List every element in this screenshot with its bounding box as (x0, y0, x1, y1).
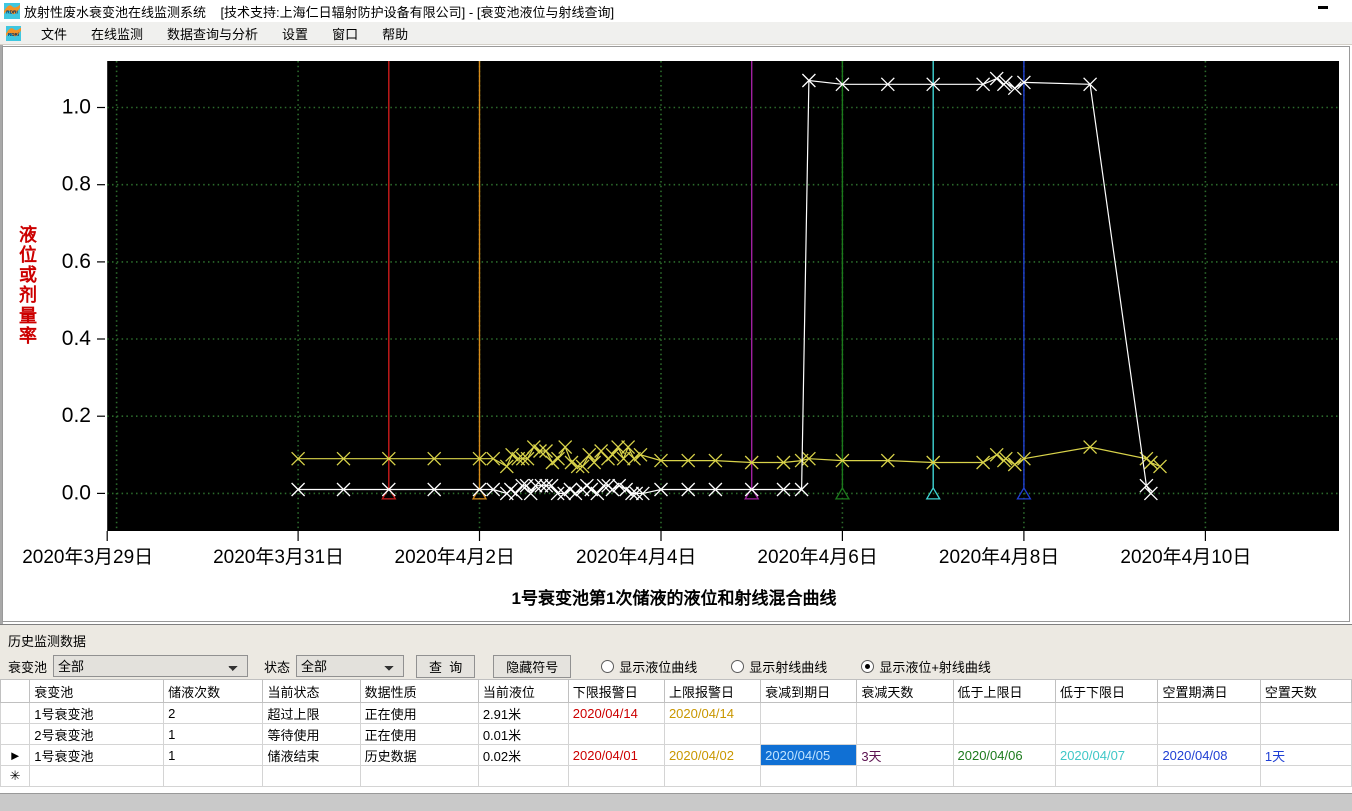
svg-text:0.0: 0.0 (62, 481, 91, 504)
svg-text:2020年4月10日: 2020年4月10日 (1120, 546, 1251, 568)
svg-text:RDRi: RDRi (6, 9, 18, 15)
svg-text:0.2: 0.2 (62, 404, 91, 427)
svg-text:2020年4月2日: 2020年4月2日 (395, 546, 515, 568)
svg-text:2020年3月31日: 2020年3月31日 (213, 546, 344, 568)
svg-text:1.0: 1.0 (62, 96, 91, 119)
svg-text:2020年4月8日: 2020年4月8日 (939, 546, 1059, 568)
svg-text:0.6: 0.6 (62, 250, 91, 273)
svg-text:0.4: 0.4 (62, 327, 92, 350)
svg-text:2020年3月29日: 2020年3月29日 (22, 546, 153, 568)
svg-text:0.8: 0.8 (62, 173, 91, 196)
svg-text:2020年4月6日: 2020年4月6日 (757, 546, 877, 568)
svg-text:2020年4月4日: 2020年4月4日 (576, 546, 696, 568)
svg-text:RDRi: RDRi (8, 31, 19, 36)
